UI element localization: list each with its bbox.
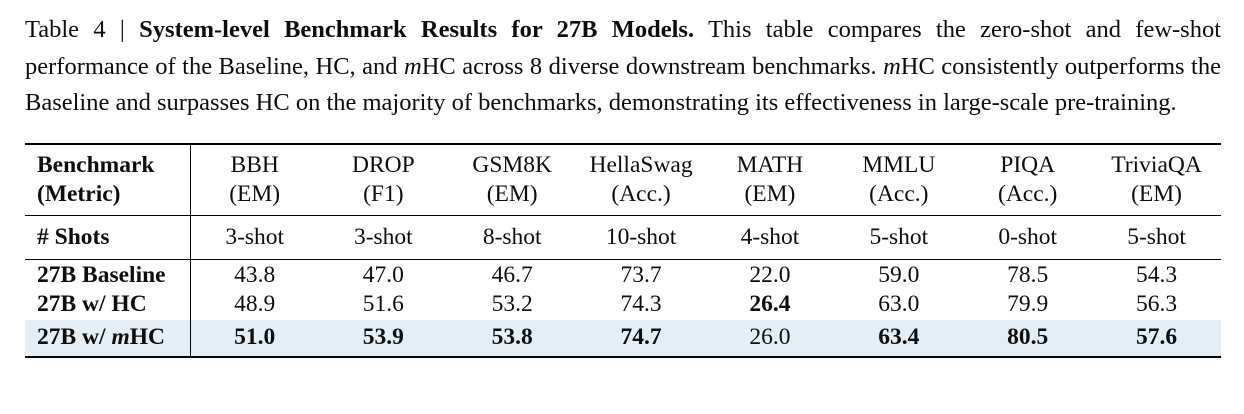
caption-body-b: HC across 8 diverse downstream benchmark… — [421, 52, 884, 80]
value-cell: 74.3 — [620, 291, 662, 318]
column-name: BBH — [230, 151, 279, 178]
value-cell: 53.8 — [447, 319, 577, 357]
value-cell: 48.9 — [234, 291, 276, 318]
caption-label: Table 4 | — [25, 16, 125, 43]
shots-cell: 3-shot — [190, 215, 319, 261]
table-header-row: Benchmark (Metric) BBH (EM) DROP (F1) GS… — [25, 143, 1221, 217]
corner-header-line1: Benchmark — [37, 151, 155, 178]
value-cell: 54.3 — [1136, 261, 1178, 288]
value-cell: 73.7 — [620, 261, 662, 288]
row-label: 27B Baseline — [25, 259, 191, 290]
table-row-baseline: 27B Baseline 43.8 47.0 46.7 73.7 22.0 59… — [25, 259, 1221, 290]
shots-row-label: # Shots — [25, 215, 191, 261]
value-cell: 26.4 — [749, 291, 791, 318]
column-header-drop: DROP (F1) — [318, 143, 448, 217]
column-header-bbh: BBH (EM) — [190, 143, 319, 217]
column-header-piqa: PIQA (Acc.) — [963, 143, 1093, 217]
value-cell: 63.4 — [834, 319, 964, 357]
value-cell: 51.0 — [190, 319, 319, 357]
shots-cell: 4-shot — [705, 215, 835, 261]
column-metric: (F1) — [363, 181, 404, 208]
table-row-mhc: 27B w/ mHC 51.0 53.9 53.8 74.7 26.0 63.4… — [25, 319, 1221, 357]
column-name: PIQA — [1000, 151, 1056, 178]
column-header-triviaqa: TriviaQA (EM) — [1092, 143, 1221, 217]
column-metric: (Acc.) — [869, 181, 929, 208]
caption-italic-m: m — [883, 52, 901, 80]
value-cell: 79.9 — [1007, 291, 1049, 318]
caption-body-c: HC consistently outperforms the Baseline… — [25, 52, 1221, 117]
shots-cell: 0-shot — [963, 215, 1093, 261]
value-cell: 57.6 — [1092, 319, 1221, 357]
column-metric: (Acc.) — [611, 181, 671, 208]
row-label: 27B w/ mHC — [25, 319, 191, 357]
value-cell: 53.9 — [318, 319, 448, 357]
column-metric: (EM) — [486, 181, 538, 208]
column-name: MMLU — [862, 151, 936, 178]
column-header-mmlu: MMLU (Acc.) — [834, 143, 964, 217]
value-cell: 51.6 — [362, 291, 404, 318]
value-cell: 26.0 — [705, 319, 835, 357]
value-cell: 78.5 — [1007, 261, 1049, 288]
column-metric: (EM) — [1131, 181, 1183, 208]
row-label-italic-m: m — [111, 324, 130, 351]
shots-cell: 5-shot — [834, 215, 964, 261]
column-name: HellaSwag — [589, 151, 693, 178]
value-cell: 22.0 — [749, 261, 791, 288]
caption-body-a: This table compares the zero-shot and fe… — [25, 16, 1222, 80]
benchmark-table: Benchmark (Metric) BBH (EM) DROP (F1) GS… — [25, 142, 1221, 358]
table-caption: Table 4 | System-level Benchmark Results… — [25, 12, 1221, 122]
column-header-math: MATH (EM) — [705, 143, 835, 217]
column-metric: (EM) — [744, 181, 796, 208]
column-name: MATH — [736, 151, 804, 178]
value-cell: 43.8 — [234, 261, 276, 288]
shots-cell: 5-shot — [1092, 215, 1221, 261]
value-cell: 63.0 — [878, 291, 920, 318]
shots-cell: 10-shot — [576, 215, 706, 261]
column-name: GSM8K — [472, 151, 553, 178]
shots-cell: 8-shot — [447, 215, 577, 261]
shots-cell: 3-shot — [318, 215, 448, 261]
table-row-hc: 27B w/ HC 48.9 51.6 53.2 74.3 26.4 63.0 … — [25, 289, 1221, 320]
column-metric: (Acc.) — [998, 181, 1058, 208]
caption-italic-m: m — [404, 52, 422, 80]
corner-header-cell: Benchmark (Metric) — [25, 143, 191, 217]
column-name: TriviaQA — [1111, 151, 1202, 178]
column-header-gsm8k: GSM8K (EM) — [447, 143, 577, 217]
column-metric: (EM) — [229, 181, 281, 208]
row-label-prefix: 27B w/ — [37, 324, 112, 351]
value-cell: 59.0 — [878, 261, 920, 288]
corner-header-line2: (Metric) — [37, 181, 121, 208]
value-cell: 53.2 — [491, 291, 533, 318]
row-label: 27B w/ HC — [25, 289, 191, 320]
column-header-hellaswag: HellaSwag (Acc.) — [576, 143, 706, 217]
value-cell: 80.5 — [963, 319, 1093, 357]
value-cell: 56.3 — [1136, 291, 1178, 318]
row-label-suffix: HC — [129, 324, 165, 351]
value-cell: 46.7 — [491, 261, 533, 288]
shots-row: # Shots 3-shot 3-shot 8-shot 10-shot 4-s… — [25, 215, 1221, 261]
value-cell: 47.0 — [362, 261, 404, 288]
column-name: DROP — [351, 151, 415, 178]
caption-title: System-level Benchmark Results for 27B M… — [139, 16, 695, 43]
value-cell: 74.7 — [576, 319, 706, 357]
